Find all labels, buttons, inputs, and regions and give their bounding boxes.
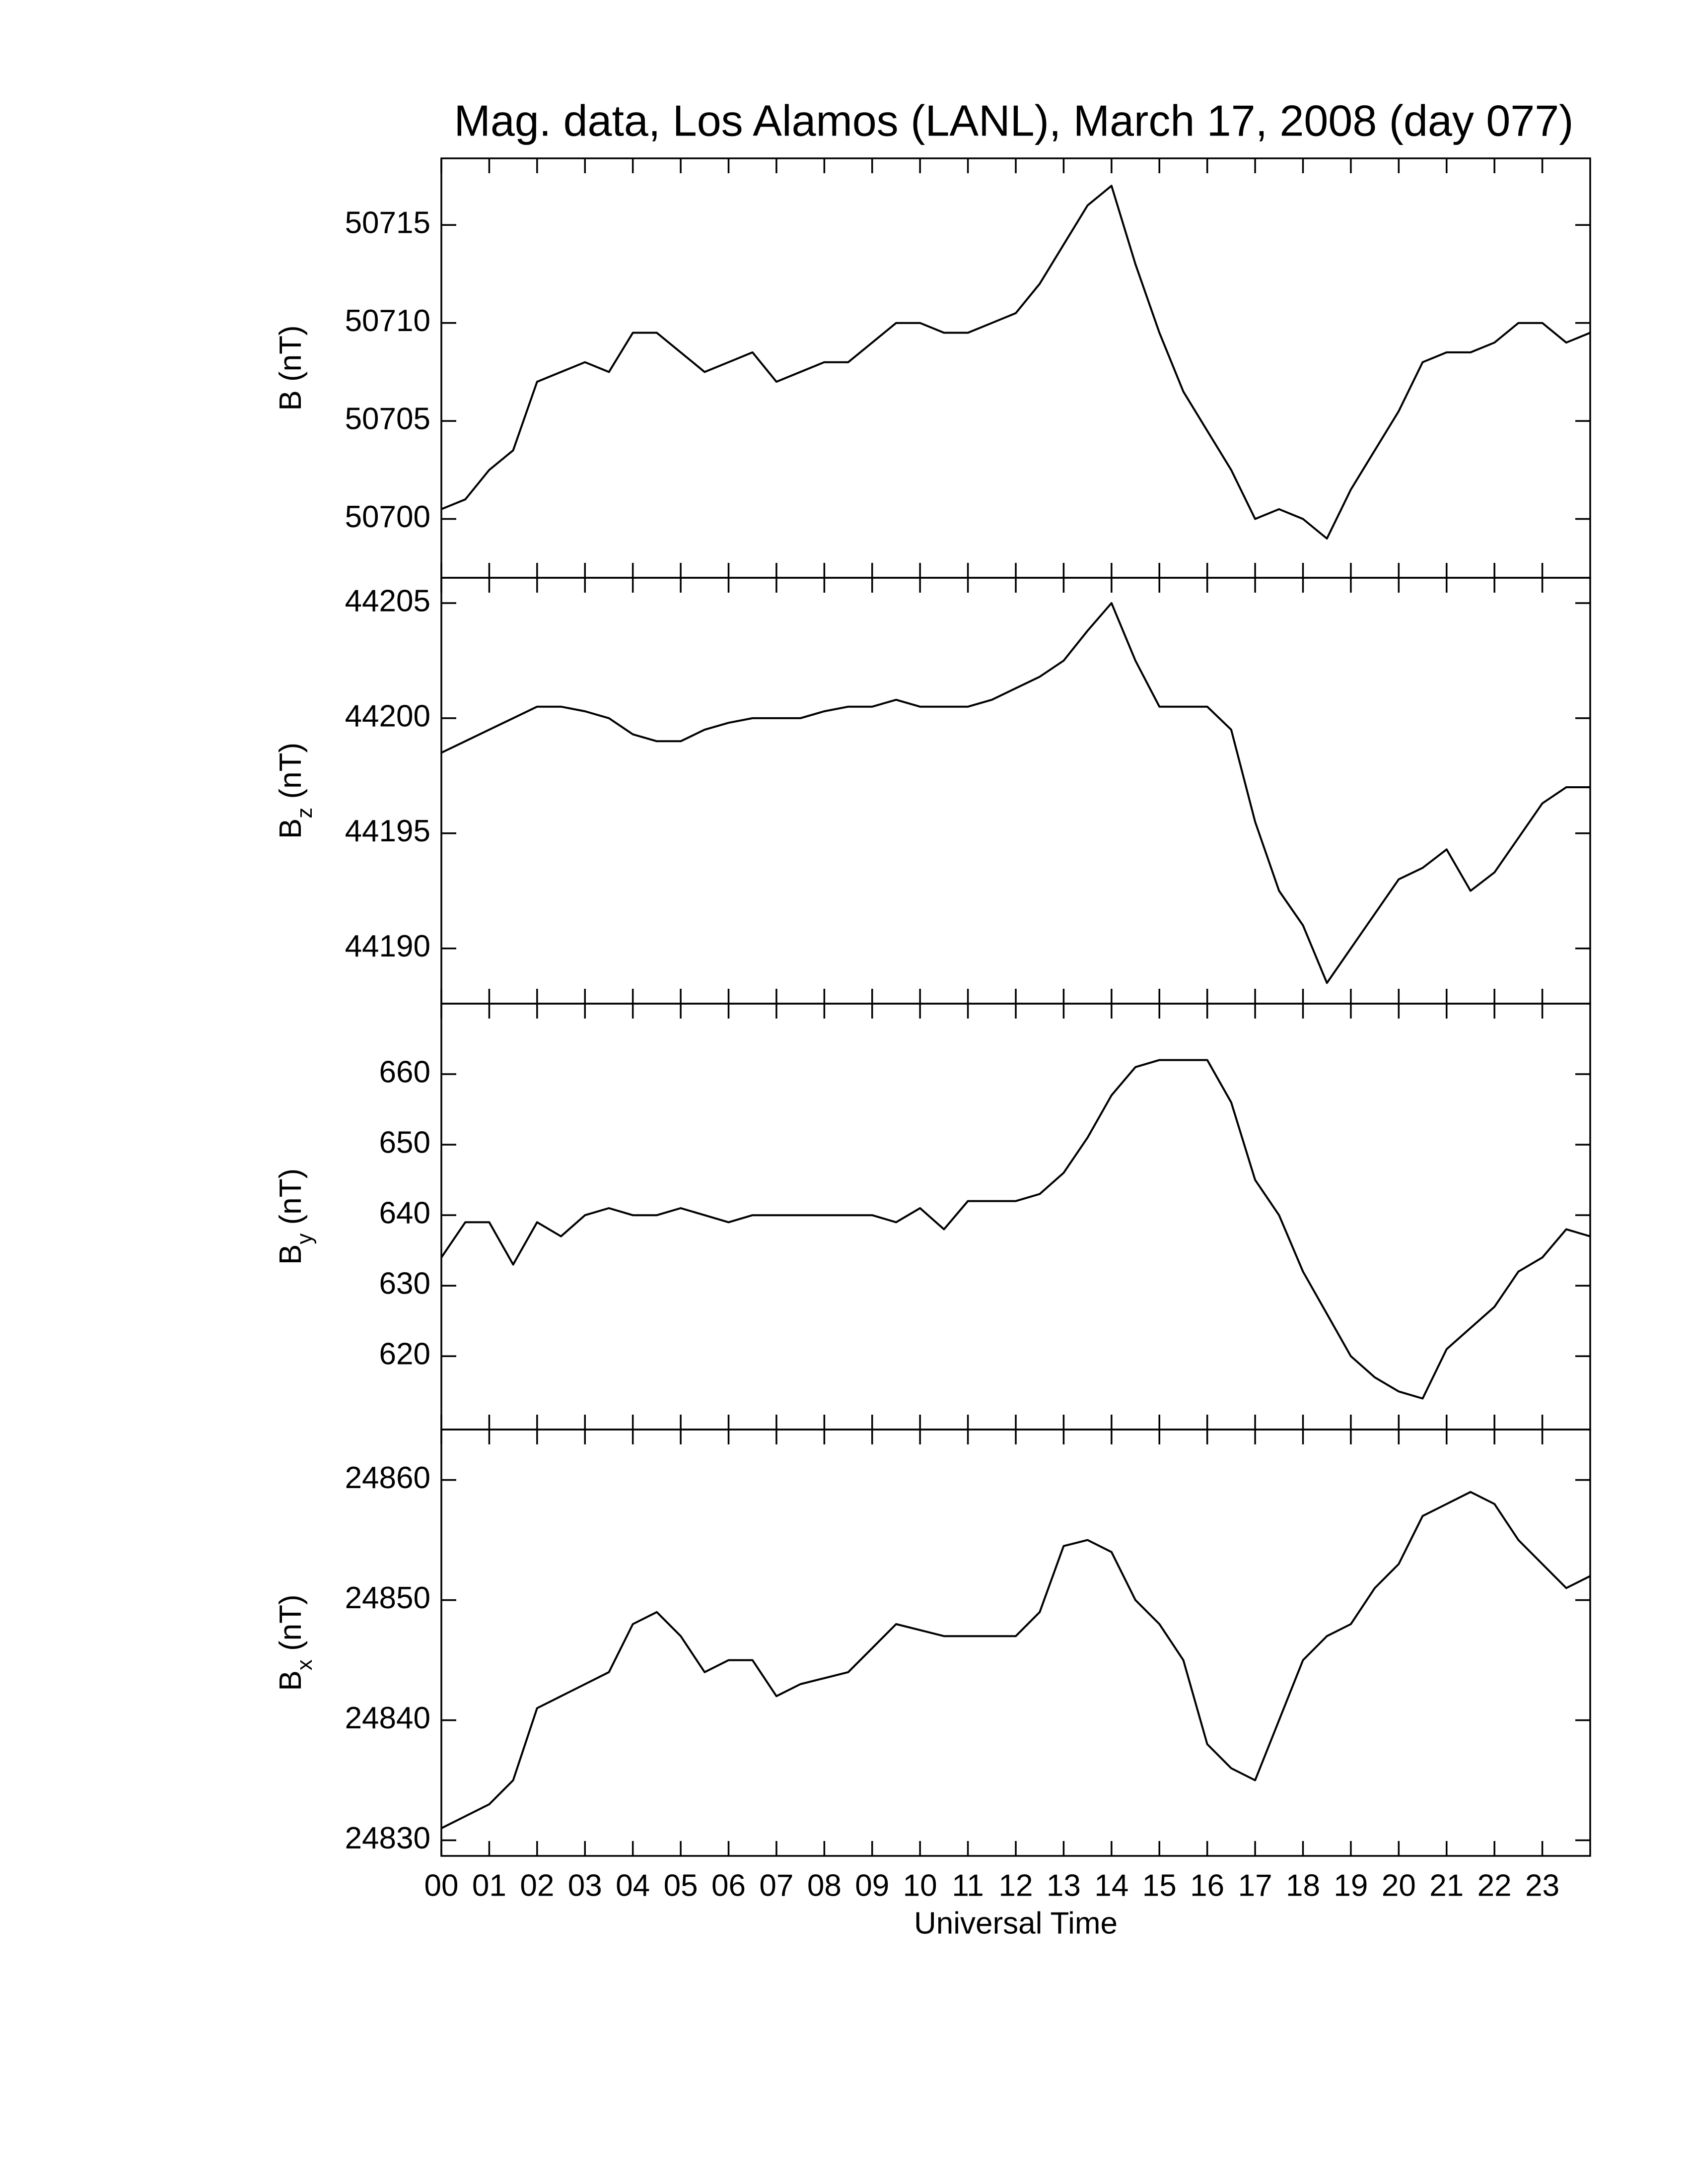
y-label-symbol: B — [274, 819, 308, 839]
y-tick-label: 24860 — [345, 1461, 430, 1495]
data-line — [440, 1059, 1591, 1400]
x-tick-label: 13 — [1047, 1868, 1081, 1903]
plot-frame — [440, 577, 1591, 1005]
y-tick-label: 650 — [379, 1125, 430, 1160]
x-tick-label: 22 — [1477, 1868, 1512, 1903]
x-tick-label: 12 — [999, 1868, 1033, 1903]
x-tick-label: 00 — [424, 1868, 459, 1903]
x-tick-label: 18 — [1286, 1868, 1320, 1903]
y-tick-label: 24850 — [345, 1581, 430, 1615]
y-label-space — [274, 1651, 308, 1659]
data-line — [441, 602, 1590, 984]
y-label-subscript: y — [292, 1233, 317, 1244]
x-tick-label: 05 — [664, 1868, 698, 1903]
figure-title: Mag. data, Los Alamos (LANL), March 17, … — [454, 96, 1574, 145]
x-tick-label: 23 — [1525, 1868, 1559, 1903]
y-tick-label: 44200 — [345, 699, 430, 733]
plot-frame — [440, 1429, 1591, 1857]
y-axis-label: B (nT) — [274, 325, 308, 410]
y-tick-label: 660 — [379, 1055, 430, 1089]
x-tick-label: 15 — [1142, 1868, 1177, 1903]
y-tick-label: 50705 — [345, 402, 430, 436]
y-label-space — [274, 1225, 308, 1233]
y-axis-label: Bx (nT) — [274, 1594, 316, 1691]
plot-frame — [440, 1003, 1591, 1431]
x-tick-label: 19 — [1334, 1868, 1368, 1903]
x-tick-label: 04 — [616, 1868, 650, 1903]
y-label-symbol: B — [274, 1244, 308, 1265]
data-line — [441, 1491, 1591, 1830]
y-tick-label: 24840 — [345, 1701, 430, 1735]
y-tick-label: 50710 — [345, 304, 430, 338]
x-tick-label: 20 — [1382, 1868, 1416, 1903]
y-tick-label: 630 — [379, 1267, 430, 1301]
y-axis-label: By (nT) — [274, 1168, 316, 1265]
x-tick-label: 08 — [807, 1868, 842, 1903]
x-tick-label: 14 — [1094, 1868, 1128, 1903]
x-tick-label: 11 — [952, 1868, 984, 1903]
y-label-subscript: z — [292, 808, 317, 819]
y-label-unit: (nT) — [274, 743, 308, 799]
x-axis-label: Universal Time — [914, 1906, 1118, 1940]
y-tick-label: 24830 — [345, 1821, 430, 1855]
y-label-subscript: x — [292, 1659, 317, 1670]
y-label-space — [274, 382, 308, 390]
x-tick-label: 06 — [711, 1868, 746, 1903]
y-label-symbol: B — [274, 1670, 308, 1691]
x-tick-label: 07 — [759, 1868, 793, 1903]
y-tick-label: 44195 — [345, 814, 430, 848]
x-tick-label: 21 — [1429, 1868, 1464, 1903]
y-tick-label: 50715 — [345, 206, 430, 240]
y-tick-label: 50700 — [345, 500, 430, 534]
y-tick-label: 44205 — [345, 584, 430, 618]
x-tick-label: 03 — [568, 1868, 602, 1903]
x-tick-label: 17 — [1238, 1868, 1272, 1903]
x-tick-label: 10 — [903, 1868, 937, 1903]
x-tick-label: 02 — [520, 1868, 554, 1903]
x-tick-label: 16 — [1190, 1868, 1224, 1903]
y-label-unit: (nT) — [274, 325, 308, 382]
y-label-unit: (nT) — [274, 1594, 308, 1651]
y-tick-label: 44190 — [345, 929, 430, 963]
y-tick-label: 620 — [379, 1337, 430, 1371]
x-tick-label: 09 — [855, 1868, 889, 1903]
y-label-symbol: B — [274, 390, 308, 410]
y-tick-label: 640 — [379, 1196, 430, 1230]
y-label-space — [274, 799, 308, 808]
plot-frame — [440, 157, 1591, 579]
y-label-unit: (nT) — [274, 1168, 308, 1225]
y-axis-label: Bz (nT) — [274, 743, 316, 839]
data-line — [441, 185, 1591, 540]
x-tick-label: 01 — [472, 1868, 506, 1903]
